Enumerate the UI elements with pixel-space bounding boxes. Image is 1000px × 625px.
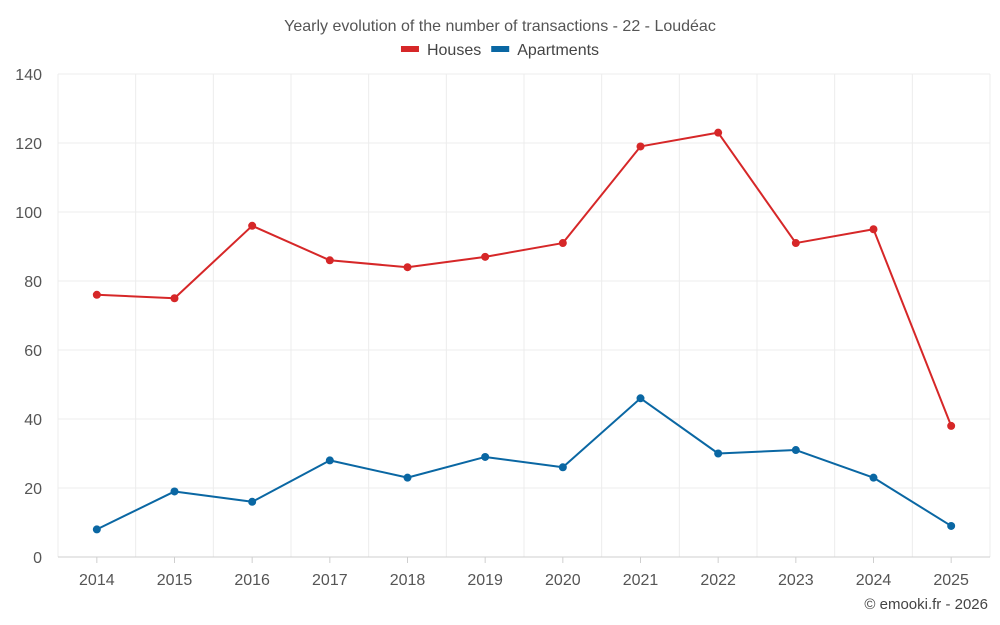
y-tick-label: 40 — [24, 412, 42, 429]
x-tick-label: 2018 — [390, 572, 426, 589]
data-point-apartments[interactable] — [248, 497, 257, 506]
data-point-apartments[interactable] — [558, 463, 567, 472]
grid — [57, 73, 991, 558]
legend: Houses Apartments — [400, 42, 599, 59]
data-point-apartments[interactable] — [325, 456, 334, 465]
data-point-houses[interactable] — [791, 239, 800, 248]
data-point-apartments[interactable] — [403, 473, 412, 482]
legend-label-houses[interactable]: Houses — [427, 42, 481, 59]
data-point-houses[interactable] — [403, 263, 412, 272]
series-line-houses — [96, 131, 953, 427]
x-tick-label: 2025 — [933, 572, 969, 589]
data-point-apartments[interactable] — [791, 446, 800, 455]
data-point-houses[interactable] — [248, 221, 257, 230]
data-point-apartments[interactable] — [170, 487, 179, 496]
chart-title: Yearly evolution of the number of transa… — [284, 18, 716, 35]
x-tick-label: 2014 — [79, 572, 115, 589]
data-point-houses[interactable] — [325, 256, 334, 265]
data-point-apartments[interactable] — [481, 452, 490, 461]
data-point-houses[interactable] — [92, 290, 101, 299]
x-tick-label: 2020 — [545, 572, 581, 589]
series-line-apartments — [96, 397, 952, 531]
data-point-houses[interactable] — [947, 421, 956, 430]
y-tick-label: 140 — [15, 67, 42, 84]
x-tick-label: 2017 — [312, 572, 348, 589]
plot-area — [92, 128, 956, 534]
y-tick-label: 100 — [15, 205, 42, 222]
data-point-apartments[interactable] — [92, 525, 101, 534]
data-point-apartments[interactable] — [947, 521, 956, 530]
legend-swatch-houses[interactable] — [400, 46, 419, 52]
data-point-apartments[interactable] — [869, 473, 878, 482]
x-tick-label: 2016 — [234, 572, 270, 589]
y-tick-label: 80 — [24, 274, 42, 291]
data-point-houses[interactable] — [558, 239, 567, 248]
data-point-apartments[interactable] — [714, 449, 723, 458]
x-tick-label: 2023 — [778, 572, 814, 589]
legend-swatch-apartments[interactable] — [491, 46, 510, 52]
y-tick-label: 0 — [33, 550, 42, 567]
y-tick-label: 60 — [24, 343, 42, 360]
y-tick-label: 20 — [24, 481, 42, 498]
y-axis: 0 20 40 60 80 100 120 140 — [15, 67, 42, 567]
credit-text: © emooki.fr - 2026 — [864, 596, 988, 613]
x-tick-label: 2021 — [623, 572, 659, 589]
data-point-houses[interactable] — [714, 128, 723, 137]
data-point-houses[interactable] — [636, 142, 645, 151]
data-point-houses[interactable] — [170, 294, 179, 303]
x-tick-label: 2022 — [700, 572, 736, 589]
data-point-houses[interactable] — [869, 225, 878, 234]
x-axis: 2014 2015 2016 2017 2018 2019 2020 2021 2022 2023… — [58, 556, 990, 589]
y-tick-label: 120 — [15, 136, 42, 153]
data-point-houses[interactable] — [481, 252, 490, 261]
data-point-apartments[interactable] — [636, 394, 645, 403]
x-tick-label: 2019 — [467, 572, 503, 589]
x-tick-label: 2015 — [157, 572, 193, 589]
legend-label-apartments[interactable]: Apartments — [517, 42, 599, 59]
x-tick-label: 2024 — [856, 572, 892, 589]
